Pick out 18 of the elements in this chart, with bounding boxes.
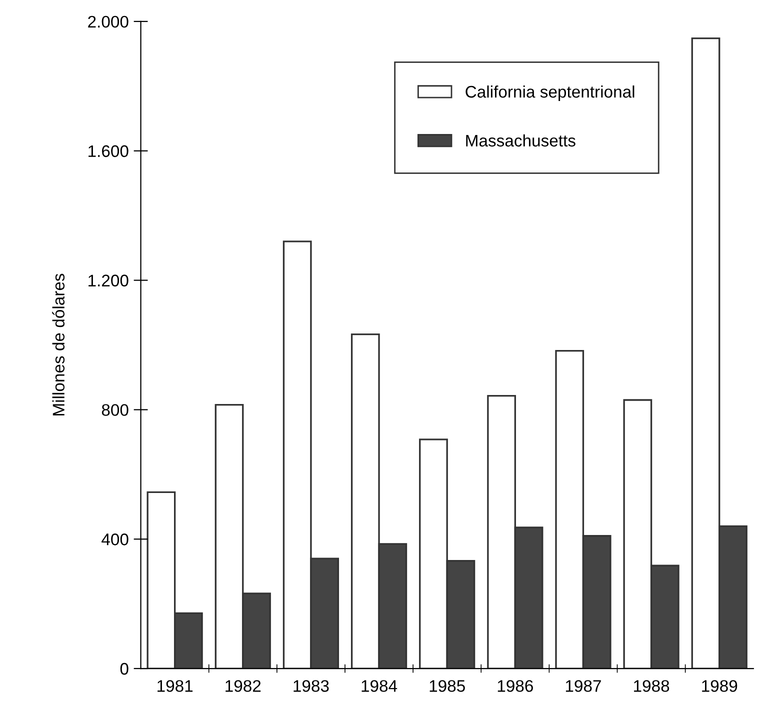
- y-tick-label: 0: [120, 662, 128, 675]
- x-tick-label: 1986: [498, 680, 533, 692]
- x-tick-label: 1988: [634, 680, 670, 692]
- y-tick-label: 2.000: [88, 16, 128, 28]
- y-tick-label: 400: [102, 534, 128, 546]
- y-tick-label: 1.200: [88, 274, 128, 286]
- x-tick-label: 1982: [226, 680, 261, 692]
- x-tick-label: 1983: [294, 680, 329, 692]
- y-axis-title: Millones de dólares: [52, 274, 65, 416]
- x-tick-label: 1989: [702, 680, 738, 692]
- legend-label: California septentrional: [466, 85, 634, 102]
- legend-label: Massachusetts: [466, 134, 576, 147]
- y-tick-label: 1.600: [88, 145, 128, 158]
- y-tick-label: 800: [102, 404, 128, 416]
- x-tick-label: 1984: [362, 680, 398, 692]
- x-tick-label: 1987: [566, 680, 601, 692]
- x-tick-label: 1985: [430, 680, 465, 692]
- x-tick-label: 1981: [158, 680, 193, 692]
